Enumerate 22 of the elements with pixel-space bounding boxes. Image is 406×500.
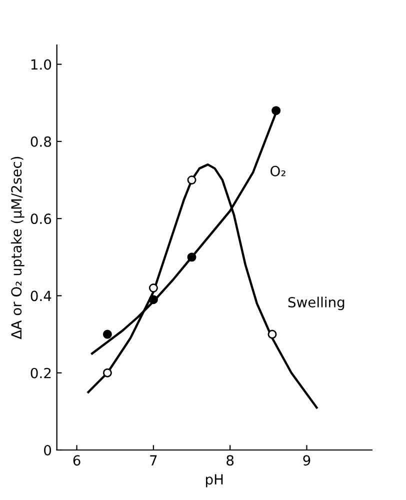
x-tick-label: 9 bbox=[303, 455, 310, 466]
y-tick-label: 0.8 bbox=[30, 136, 52, 147]
point bbox=[272, 106, 281, 116]
y-tick-label: 0.4 bbox=[30, 290, 52, 302]
y-axis-title: ΔA or O₂ uptake (μM/2sec) bbox=[10, 156, 24, 340]
y-tick-label: 1.0 bbox=[31, 59, 52, 70]
point bbox=[148, 284, 158, 292]
y-tick-label: 0.2 bbox=[30, 368, 51, 378]
x-tick-label: 6 bbox=[73, 455, 80, 466]
series-label: Swelling bbox=[288, 296, 344, 310]
series-label: O₂ bbox=[270, 166, 286, 176]
point bbox=[268, 330, 277, 339]
y-tick-label: 0 bbox=[44, 444, 52, 456]
point bbox=[187, 252, 196, 262]
point bbox=[102, 330, 112, 339]
y-tick-label: 0.6 bbox=[30, 214, 52, 224]
point bbox=[187, 176, 196, 184]
point bbox=[148, 295, 158, 304]
point bbox=[102, 368, 112, 378]
x-tick-label: 7 bbox=[150, 455, 157, 466]
x-axis-title: pH bbox=[206, 474, 223, 488]
x-tick-label: 8 bbox=[226, 455, 234, 466]
